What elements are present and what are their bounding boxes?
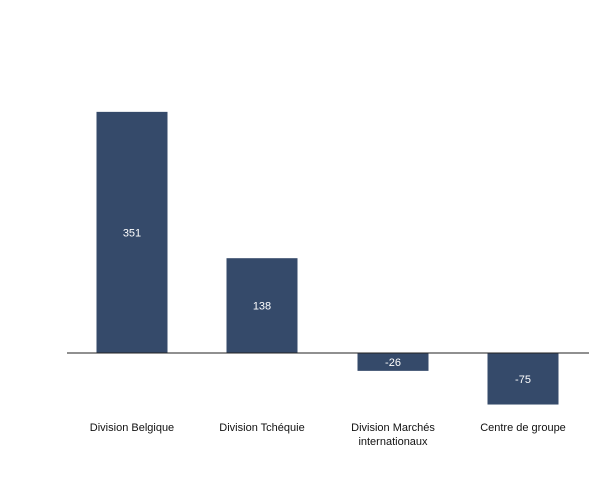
bar (357, 353, 429, 371)
bar (96, 111, 168, 353)
bar-value-label: -75 (515, 374, 531, 386)
bar-value-label: 351 (123, 227, 141, 239)
bar (226, 258, 298, 353)
category-label: Division Marchés internationaux (351, 422, 435, 448)
category-label: Division Tchéquie (219, 422, 305, 434)
bar (487, 353, 559, 405)
category-label: Division Belgique (89, 422, 175, 434)
value-labels-group: 351 138 -26 -75 (123, 227, 531, 385)
category-label: Centre de groupe (480, 422, 566, 434)
bar-value-label: 138 (253, 301, 271, 313)
bars-group (96, 111, 559, 405)
bar-value-label: -26 (385, 357, 401, 369)
